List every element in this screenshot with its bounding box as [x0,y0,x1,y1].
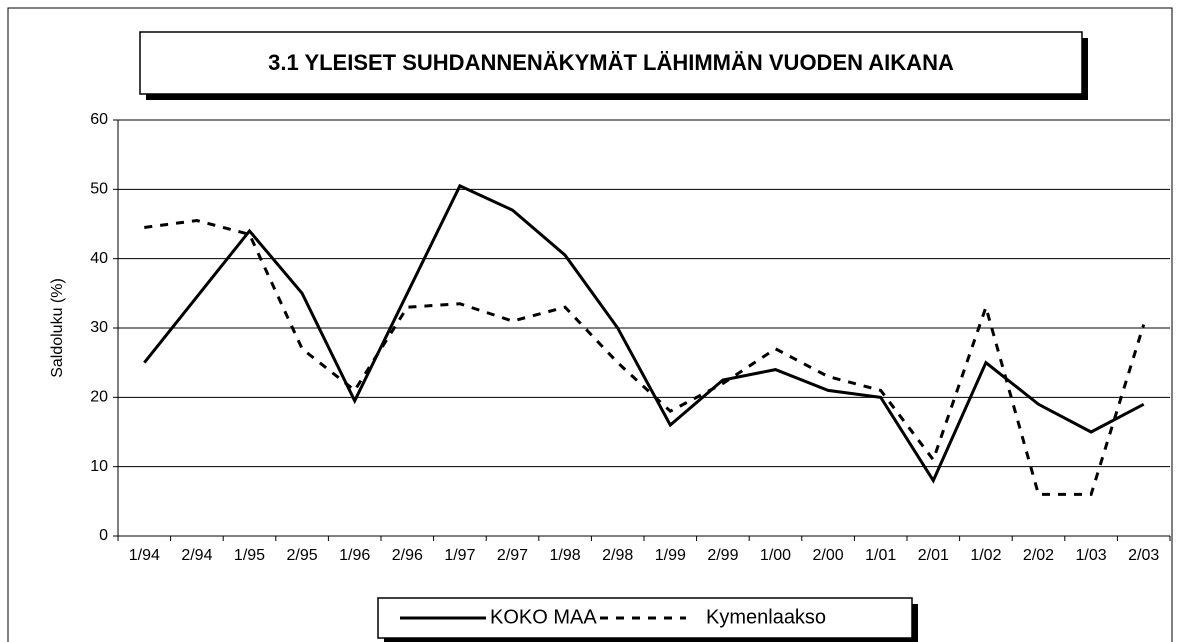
x-tick-label: 2/01 [918,547,949,564]
x-tick-label: 1/96 [339,547,370,564]
x-tick-label: 1/99 [655,547,686,564]
x-tick-label: 1/02 [970,547,1001,564]
x-tick-label: 1/97 [444,547,475,564]
x-tick-label: 1/94 [129,547,160,564]
chart-title: 3.1 YLEISET SUHDANNENÄKYMÄT LÄHIMMÄN VUO… [268,50,954,75]
x-tick-label: 2/94 [181,547,212,564]
series-line [144,219,1146,496]
y-tick-label: 20 [90,389,108,406]
x-tick-label: 2/95 [287,547,318,564]
series-line [143,183,1145,484]
y-tick-label: 60 [90,111,108,128]
x-tick-label: 1/98 [550,547,581,564]
y-tick-label: 10 [90,458,108,475]
x-tick-label: 2/02 [1023,547,1054,564]
x-tick-label: 2/98 [602,547,633,564]
title-box [139,31,1083,95]
x-tick-label: 1/95 [234,547,265,564]
x-tick-label: 1/03 [1076,547,1107,564]
x-tick-label: 2/03 [1128,547,1159,564]
y-tick-label: 0 [99,527,108,544]
x-tick-label: 2/99 [707,547,738,564]
y-tick-label: 50 [90,181,108,198]
legend-label: Kymenlaakso [706,606,826,628]
x-tick-label: 1/01 [865,547,896,564]
legend-label: KOKO MAA [490,606,597,628]
x-tick-label: 2/96 [392,547,423,564]
x-tick-label: 1/00 [760,547,791,564]
x-tick-label: 2/00 [813,547,844,564]
y-tick-label: 40 [90,250,108,267]
x-tick-label: 2/97 [497,547,528,564]
y-axis-label: Saldoluku (%) [49,278,66,378]
y-tick-label: 30 [90,319,108,336]
